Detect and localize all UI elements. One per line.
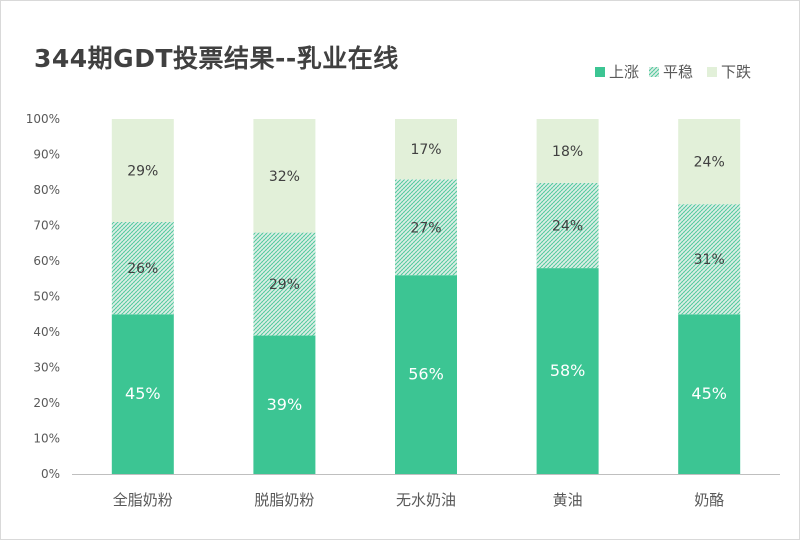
bar-segment-flat xyxy=(111,221,174,315)
y-tick-label: 20% xyxy=(33,396,60,410)
bar-segment-up xyxy=(678,314,741,474)
data-label: 56% xyxy=(408,365,444,384)
y-tick-label: 60% xyxy=(33,254,60,268)
data-label: 39% xyxy=(267,395,303,414)
data-label: 27% xyxy=(410,220,441,236)
legend-swatch xyxy=(649,67,659,77)
legend-swatch xyxy=(595,67,605,77)
data-label: 31% xyxy=(694,252,725,268)
bar-segment-up xyxy=(253,335,316,474)
bar-segment-down xyxy=(111,119,174,222)
data-label: 45% xyxy=(691,384,727,403)
bar-segment-down xyxy=(678,119,741,205)
legend-label: 平稳 xyxy=(663,63,693,81)
bar-segment-down xyxy=(536,119,599,183)
x-category-label: 脱脂奶粉 xyxy=(254,491,314,509)
y-tick-label: 90% xyxy=(33,148,60,162)
x-category-label: 黄油 xyxy=(553,491,583,509)
data-label: 18% xyxy=(552,144,583,160)
y-tick-label: 0% xyxy=(41,467,60,481)
x-category-label: 奶酪 xyxy=(694,491,724,509)
y-tick-label: 10% xyxy=(33,432,60,446)
bar-segment-down xyxy=(253,119,316,233)
data-label: 24% xyxy=(694,155,725,171)
bar-segment-up xyxy=(536,268,599,474)
legend-label: 上涨 xyxy=(609,63,639,81)
data-label: 17% xyxy=(410,142,441,158)
bar-segment-up xyxy=(111,314,174,474)
bar-segment-flat xyxy=(395,179,457,276)
data-label: 29% xyxy=(269,277,300,293)
bar-segment-up xyxy=(395,275,457,474)
y-tick-label: 70% xyxy=(33,219,60,233)
data-label: 29% xyxy=(127,163,158,179)
bar-segment-down xyxy=(395,119,457,180)
y-tick-label: 30% xyxy=(33,361,60,375)
legend-swatch xyxy=(707,67,717,77)
x-category-label: 全脂奶粉 xyxy=(113,491,173,509)
legend-label: 下跌 xyxy=(721,63,751,81)
data-label: 58% xyxy=(550,361,586,380)
bar-segment-flat xyxy=(678,204,741,315)
data-label: 45% xyxy=(125,384,161,403)
data-label: 24% xyxy=(552,219,583,235)
bar-segment-flat xyxy=(536,182,599,269)
y-tick-label: 50% xyxy=(33,290,60,304)
data-label: 32% xyxy=(269,169,300,185)
y-tick-label: 100% xyxy=(26,112,60,126)
data-label: 26% xyxy=(127,261,158,277)
y-tick-label: 40% xyxy=(33,325,60,339)
chart-title: 344期GDT投票结果--乳业在线 xyxy=(34,44,399,73)
bar-segment-flat xyxy=(253,232,316,336)
x-category-label: 无水奶油 xyxy=(396,491,456,509)
y-tick-label: 80% xyxy=(33,183,60,197)
